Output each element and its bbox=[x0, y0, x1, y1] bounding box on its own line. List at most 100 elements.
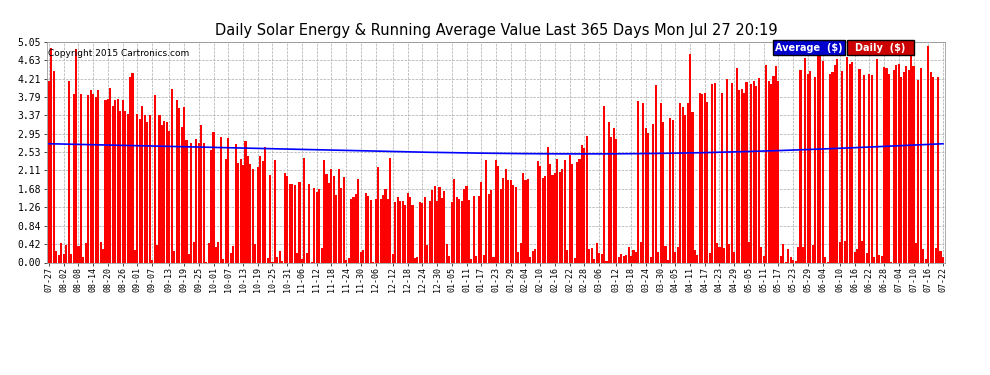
Bar bbox=[426, 245, 429, 262]
Bar bbox=[709, 253, 711, 262]
Bar bbox=[129, 77, 131, 262]
Bar bbox=[470, 258, 472, 262]
Bar bbox=[48, 81, 50, 262]
Bar bbox=[760, 247, 762, 262]
Bar bbox=[397, 196, 399, 262]
Bar bbox=[608, 122, 610, 262]
Bar bbox=[819, 53, 822, 262]
Bar bbox=[97, 90, 99, 262]
Bar bbox=[465, 186, 467, 262]
Bar bbox=[684, 116, 686, 262]
Bar bbox=[436, 201, 439, 262]
Bar bbox=[303, 158, 306, 262]
Bar bbox=[468, 200, 470, 262]
Bar bbox=[606, 261, 608, 262]
Bar bbox=[247, 156, 248, 262]
Bar bbox=[620, 254, 623, 262]
Bar bbox=[679, 104, 681, 262]
Bar bbox=[117, 99, 119, 262]
Bar bbox=[114, 100, 117, 262]
Bar bbox=[478, 195, 480, 262]
Bar bbox=[616, 139, 618, 262]
Bar bbox=[392, 254, 394, 262]
Bar bbox=[100, 242, 102, 262]
Bar bbox=[652, 124, 654, 262]
Bar bbox=[873, 257, 875, 262]
Bar bbox=[659, 102, 661, 262]
FancyBboxPatch shape bbox=[846, 40, 914, 55]
Bar bbox=[790, 258, 792, 262]
Bar bbox=[75, 49, 77, 262]
Bar bbox=[745, 82, 747, 262]
Bar bbox=[677, 248, 679, 262]
Bar bbox=[139, 118, 141, 262]
Bar bbox=[151, 260, 153, 262]
Bar bbox=[158, 114, 160, 262]
Bar bbox=[70, 254, 72, 262]
Bar bbox=[805, 58, 807, 262]
Bar bbox=[127, 114, 129, 262]
Bar bbox=[527, 178, 529, 262]
Bar bbox=[549, 164, 551, 262]
Bar bbox=[938, 77, 940, 262]
Bar bbox=[777, 81, 779, 262]
Bar bbox=[52, 71, 54, 262]
Bar bbox=[306, 254, 308, 262]
Bar bbox=[643, 103, 644, 262]
Bar bbox=[382, 195, 384, 262]
Bar bbox=[729, 244, 731, 262]
Bar bbox=[338, 169, 340, 262]
Bar bbox=[384, 189, 386, 262]
Bar bbox=[232, 246, 235, 262]
Bar bbox=[119, 111, 121, 262]
Bar bbox=[294, 185, 296, 262]
FancyBboxPatch shape bbox=[773, 40, 844, 55]
Bar bbox=[842, 71, 843, 262]
Bar bbox=[520, 243, 522, 262]
Bar bbox=[104, 100, 107, 262]
Bar bbox=[920, 68, 922, 262]
Bar bbox=[544, 176, 546, 262]
Bar bbox=[515, 187, 517, 262]
Bar bbox=[667, 260, 669, 262]
Text: Daily  ($): Daily ($) bbox=[855, 42, 906, 52]
Bar bbox=[347, 258, 349, 262]
Bar bbox=[85, 243, 87, 262]
Bar bbox=[814, 77, 817, 262]
Bar bbox=[913, 66, 915, 262]
Bar bbox=[62, 254, 64, 262]
Bar bbox=[903, 72, 905, 262]
Bar bbox=[625, 255, 628, 262]
Bar bbox=[834, 65, 836, 262]
Bar bbox=[102, 249, 104, 262]
Bar bbox=[672, 120, 674, 262]
Bar bbox=[563, 160, 566, 262]
Bar bbox=[752, 81, 755, 262]
Bar bbox=[251, 170, 253, 262]
Bar bbox=[183, 106, 185, 262]
Bar bbox=[488, 194, 490, 262]
Bar bbox=[787, 249, 789, 262]
Bar bbox=[450, 201, 452, 262]
Bar bbox=[414, 258, 416, 262]
Bar bbox=[871, 75, 873, 262]
Bar bbox=[846, 57, 848, 262]
Bar bbox=[168, 130, 170, 262]
Bar bbox=[591, 248, 593, 262]
Bar bbox=[417, 258, 419, 262]
Bar bbox=[203, 143, 205, 262]
Bar bbox=[296, 253, 298, 262]
Bar bbox=[55, 251, 57, 262]
Bar bbox=[122, 100, 124, 262]
Bar bbox=[412, 205, 414, 262]
Bar bbox=[905, 66, 907, 262]
Bar bbox=[198, 142, 200, 262]
Bar bbox=[500, 189, 502, 262]
Bar bbox=[298, 183, 301, 262]
Bar bbox=[230, 253, 232, 262]
Bar bbox=[915, 243, 917, 262]
Bar bbox=[762, 256, 764, 262]
Bar bbox=[918, 80, 920, 262]
Bar bbox=[137, 114, 139, 262]
Bar bbox=[269, 176, 271, 262]
